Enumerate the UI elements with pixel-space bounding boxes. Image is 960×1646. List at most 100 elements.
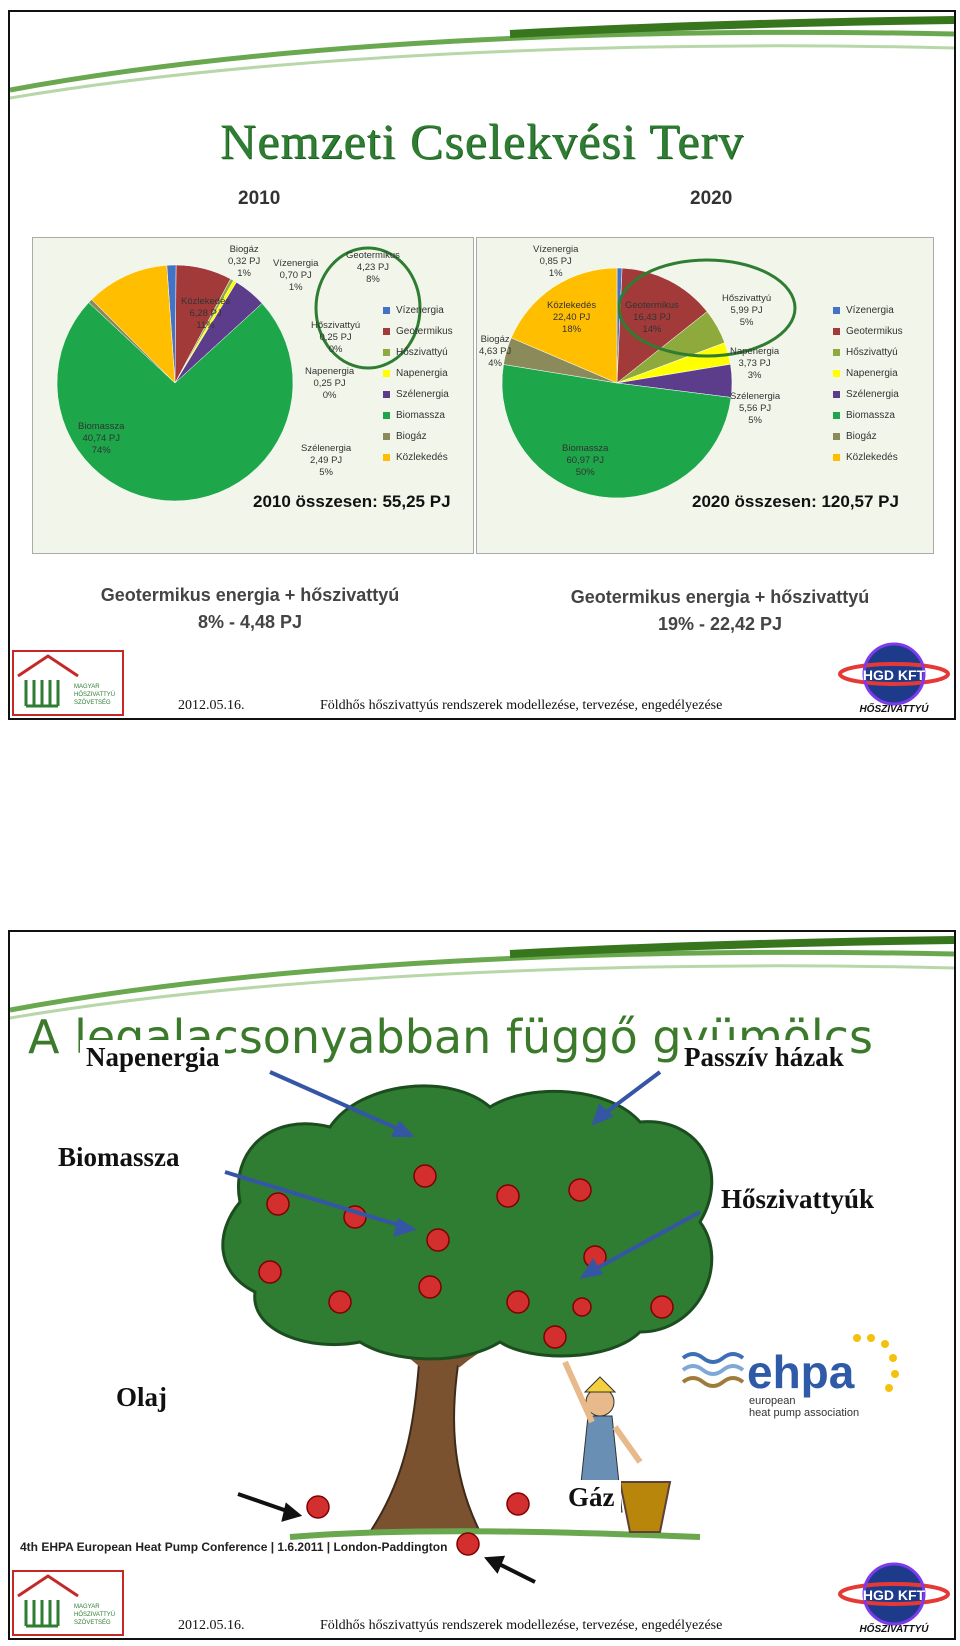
total-2010: 2010 összesen: 55,25 PJ: [253, 492, 451, 511]
subtotal-2020: Geotermikus energia + hőszivattyú 19% - 2…: [570, 587, 870, 634]
legend-label: Közlekedés: [846, 451, 898, 463]
legend-item-közlekedés: Közlekedés: [833, 447, 903, 468]
legend-label: Napenergia: [846, 367, 898, 379]
slide-low-hanging-fruit: A legalacsonyabban függő gyümölcs: [8, 930, 956, 1640]
legend-item-biomassza: Biomassza: [833, 405, 903, 426]
highlight-ring: [314, 246, 422, 370]
legend-swatch: [383, 412, 390, 419]
footer-text: Földhős hőszivattyús rendszerek modellez…: [320, 1618, 723, 1633]
legend-item-napenergia: Napenergia: [833, 363, 903, 384]
legend-swatch: [383, 370, 390, 377]
legend-label: Biogáz: [396, 430, 427, 442]
legend-label: Vízenergia: [396, 304, 444, 316]
svg-text:HGD KFT: HGD KFT: [863, 667, 926, 683]
label-2010-biogaz: Biogáz 0,32 PJ 1%: [228, 244, 261, 279]
legend-swatch: [833, 349, 840, 356]
hgd-logo: HGD KFT HŐSZIVATTYÚ: [838, 638, 950, 716]
legend-swatch: [833, 307, 840, 314]
subtotal-2010: Geotermikus energia + hőszivattyú 8% - 4,…: [100, 585, 400, 632]
svg-text:MAGYAR: MAGYAR: [74, 1604, 100, 1610]
footer-date: 2012.05.16.: [178, 1618, 245, 1633]
legend-item-geotermikus: Geotermikus: [383, 321, 453, 342]
total-2020: 2020 összesen: 120,57 PJ: [692, 492, 899, 511]
label-2010-vizenergia: Vízenergia 0,70 PJ 1%: [273, 258, 319, 293]
conference-caption: 4th EHPA European Heat Pump Conference |…: [20, 1540, 448, 1554]
svg-text:HGD KFT: HGD KFT: [863, 1587, 926, 1603]
label-biomassza: Biomassza: [52, 1140, 186, 1175]
legend-item-közlekedés: Közlekedés: [383, 447, 453, 468]
label-olaj: Olaj: [110, 1380, 173, 1415]
mhsz-logo: MAGYAR HŐSZIVATTYÚ SZÖVETSÉG: [12, 1570, 124, 1636]
label-2010-szelenergia: Szélenergia 2,49 PJ 5%: [301, 443, 352, 478]
label-2010-hoszivattyu: Hőszivattyú 0,25 PJ 0%: [311, 320, 361, 355]
legend-swatch: [383, 454, 390, 461]
legend-item-biogáz: Biogáz: [383, 426, 453, 447]
legend-label: Szélenergia: [396, 388, 449, 400]
year-label-2010: 2010: [238, 188, 281, 209]
footer-text: Földhős hőszivattyús rendszerek modellez…: [320, 698, 723, 713]
svg-text:HŐSZIVATTYÚ: HŐSZIVATTYÚ: [859, 702, 929, 715]
legend-swatch: [833, 412, 840, 419]
legend-label: Biogáz: [846, 430, 877, 442]
tree-illustration: [221, 1070, 714, 1584]
label-passziv-hazak: Passzív házak: [678, 1040, 850, 1075]
footer-date: 2012.05.16.: [178, 698, 245, 713]
label-gaz: Gáz: [562, 1480, 621, 1515]
legend-label: Vízenergia: [846, 304, 894, 316]
label-2020-vizenergia: Vízenergia 0,85 PJ 1%: [533, 244, 579, 279]
legend-swatch: [383, 433, 390, 440]
legend-swatch: [383, 307, 390, 314]
legend-label: Biomassza: [396, 409, 445, 421]
chart-panel-2010: Vízenergia Geotermikus Hőszivattyú Napenerg…: [32, 237, 474, 554]
legend-swatch: [383, 391, 390, 398]
svg-text:ehpa: ehpa: [747, 1346, 855, 1398]
legend-label: Geotermikus: [396, 325, 453, 337]
chart-panel-2020: Vízenergia Geotermikus Hőszivattyú Napenerg…: [476, 237, 934, 554]
legend-swatch: [383, 328, 390, 335]
legend-2020: Vízenergia Geotermikus Hőszivattyú Napenerg…: [833, 300, 903, 468]
legend-label: Napenergia: [396, 367, 448, 379]
label-2020-biomassza: Biomassza 60,97 PJ 50%: [562, 443, 609, 478]
mhsz-logo: MAGYAR HŐSZIVATTYÚ SZÖVETSÉG: [12, 650, 124, 716]
label-2010-napenergia: Napenergia 0,25 PJ 0%: [305, 366, 355, 401]
svg-text:HŐSZIVATTYÚ: HŐSZIVATTYÚ: [859, 1622, 929, 1635]
legend-label: Hőszivattyú: [396, 346, 448, 358]
svg-text:european: european: [749, 1395, 796, 1407]
pie-chart-2010: [56, 246, 422, 502]
slide-national-action-plan: Nemzeti Cselekvési Terv 2010 2020 Vízene…: [8, 10, 956, 720]
legend-2010: Vízenergia Geotermikus Hőszivattyú Napenerg…: [383, 300, 453, 468]
label-2020-kozlekedes: Közlekedés 22,40 PJ 18%: [547, 300, 597, 335]
label-2020-geotermikus: Geotermikus 16,43 PJ 14%: [625, 300, 679, 335]
legend-swatch: [383, 349, 390, 356]
legend-label: Geotermikus: [846, 325, 903, 337]
pie-slice-geotermikus: [616, 267, 708, 384]
svg-text:HŐSZIVATTYÚ: HŐSZIVATTYÚ: [74, 1611, 115, 1618]
legend-item-vízenergia: Vízenergia: [833, 300, 903, 321]
legend-item-szélenergia: Szélenergia: [833, 384, 903, 405]
label-2020-hoszivattyu: Hőszivattyú 5,99 PJ 5%: [722, 293, 772, 328]
label-2020-szelenergia: Szélenergia 5,56 PJ 5%: [730, 391, 781, 426]
label-hoszivattyuk: Hőszivattyúk: [715, 1182, 881, 1217]
legend-item-biogáz: Biogáz: [833, 426, 903, 447]
pie-slice-közlekedés: [510, 267, 618, 384]
page-title: Nemzeti Cselekvési Terv: [220, 113, 744, 169]
svg-text:heat pump association: heat pump association: [749, 1407, 859, 1419]
svg-text:SZÖVETSÉG: SZÖVETSÉG: [74, 699, 111, 706]
hgd-logo: HGD KFT HŐSZIVATTYÚ: [838, 1558, 950, 1636]
pie-slice-közlekedés: [91, 265, 176, 384]
year-label-2020: 2020: [690, 188, 733, 209]
label-2020-napenergia: Napenergia 3,73 PJ 3%: [730, 346, 780, 381]
pie-slice-biomassza: [56, 302, 294, 502]
legend-item-hőszivattyú: Hőszivattyú: [833, 342, 903, 363]
legend-item-napenergia: Napenergia: [383, 363, 453, 384]
decorative-swoosh: [10, 936, 954, 1020]
svg-text:SZÖVETSÉG: SZÖVETSÉG: [74, 1619, 111, 1626]
legend-swatch: [833, 433, 840, 440]
label-2010-biomassza: Biomassza 40,74 PJ 74%: [78, 421, 125, 456]
decorative-swoosh: [10, 12, 954, 100]
legend-item-szélenergia: Szélenergia: [383, 384, 453, 405]
legend-item-geotermikus: Geotermikus: [833, 321, 903, 342]
svg-text:MAGYAR: MAGYAR: [74, 684, 100, 690]
legend-label: Közlekedés: [396, 451, 448, 463]
label-2010-kozlekedes: Közlekedés 6,28 PJ 11%: [181, 296, 231, 331]
